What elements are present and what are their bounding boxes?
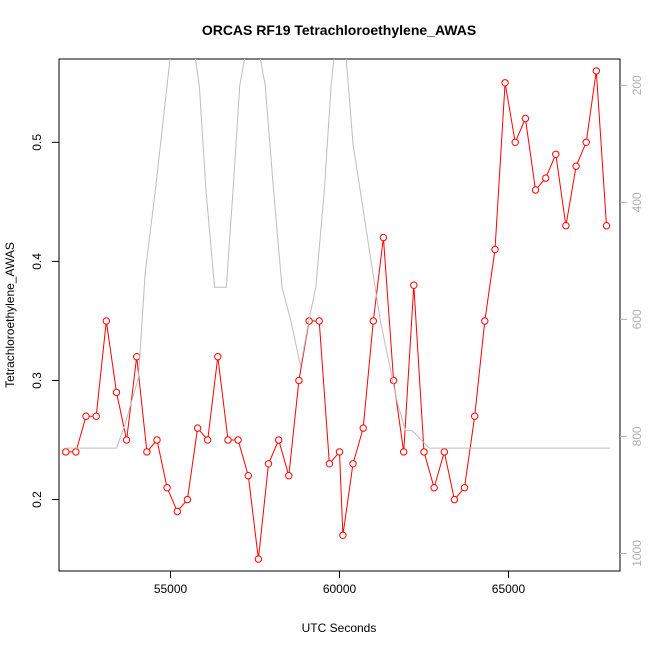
y-tick-label: 0.4 [30,253,44,270]
data-point [450,495,459,504]
data-point [582,138,590,147]
x-tick-label: 55000 [154,582,188,596]
data-point [224,436,232,444]
y-tick-label: 0.3 [30,372,44,389]
series-0-line [65,70,607,560]
y-tick-label: 0.2 [30,491,44,508]
x-tick-label: 60000 [323,582,357,596]
data-point [143,448,151,456]
data-point [521,114,530,123]
data-point [315,317,323,325]
data-point [562,222,570,230]
data-point [285,472,293,480]
data-point [204,436,212,444]
data-point [325,460,334,468]
data-point [501,79,509,87]
series-0 [62,67,611,563]
data-point [410,281,418,289]
data-point [349,460,357,468]
data-point [471,412,479,420]
y2-tick-label: 800 [630,426,644,446]
data-point [295,376,303,385]
y2-tick-label: 200 [630,75,644,95]
data-point [62,448,70,456]
y2-tick-label: 600 [630,309,644,329]
data-point [511,138,519,147]
data-point [173,507,182,516]
data-point [102,317,111,325]
data-point [72,448,80,456]
data-point [335,448,344,456]
data-point [542,174,550,182]
data-point [275,436,283,444]
data-point [359,424,367,432]
data-point [112,388,121,397]
data-point [460,484,469,492]
data-point [440,448,448,456]
series-1-line [65,59,610,449]
data-point [153,436,161,444]
y-tick-label: 0.5 [30,134,44,151]
x-axis-label: UTC Seconds [302,621,377,635]
axes-layer: 55000 60000 65000 0.2 0.3 0.4 0.5 200 400 600 800 1… [30,75,644,596]
data-point [264,460,273,468]
data-point [133,353,141,361]
y-axis-label: Tetrachloroethylene_AWAS [3,242,17,388]
data-point [491,245,499,254]
chart-title: ORCAS RF19 Tetrachloroethylene_AWAS [202,22,476,38]
data-point [430,484,438,492]
data-point [244,472,253,480]
data-point [234,436,242,444]
data-point [214,353,222,361]
x-tick-label: 65000 [492,582,526,596]
data-point [481,317,489,325]
data-point [193,424,202,432]
data-point [122,436,131,444]
data-point [254,555,263,563]
data-point [602,222,611,230]
plot-frame [58,58,621,572]
data-point [572,162,580,170]
data-point [531,186,540,194]
y2-tick-label: 400 [630,192,644,212]
series-layer [62,59,611,563]
data-point [552,150,560,159]
data-point [82,412,90,420]
data-point [339,531,347,539]
data-point [592,67,600,75]
series-1 [65,59,610,449]
y2-tick-label: 1000 [630,540,644,567]
data-point [183,495,192,504]
data-point [420,448,428,456]
data-point [92,412,100,420]
data-point [163,484,171,492]
data-point [379,233,388,242]
data-point [369,317,377,325]
data-point [400,448,408,456]
